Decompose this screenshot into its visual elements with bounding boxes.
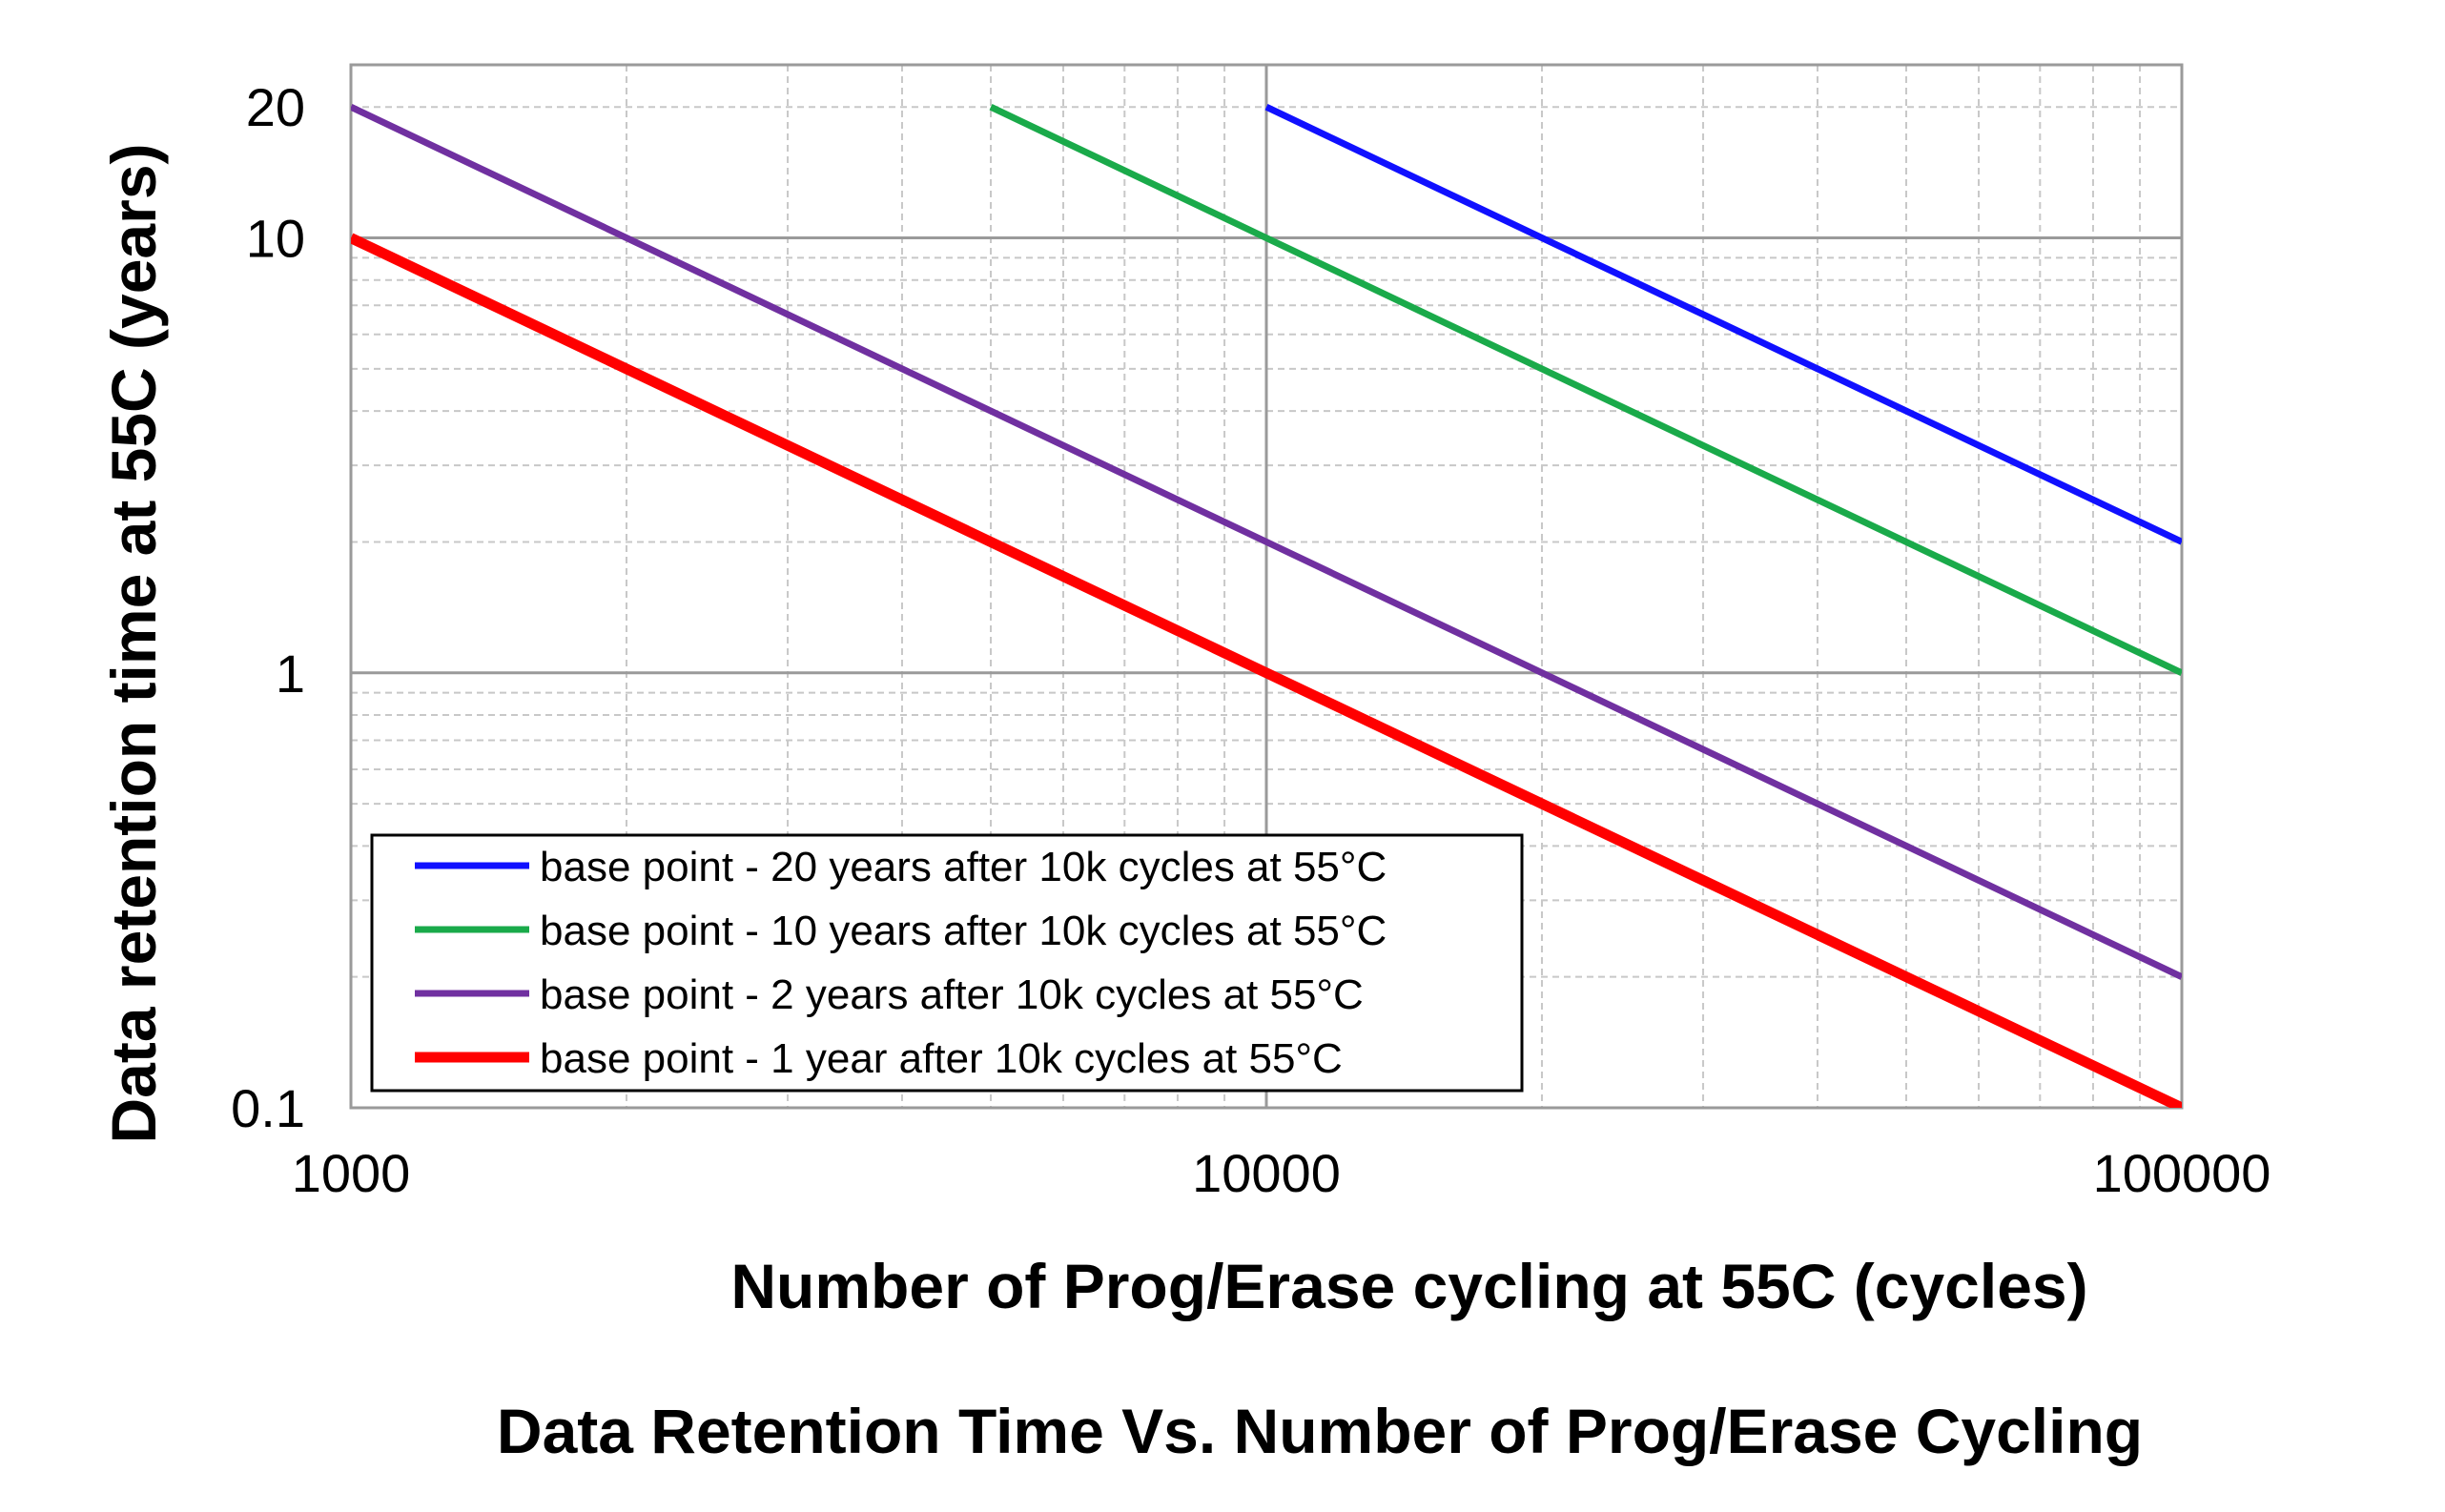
y-tick-label: 0.1 [231,1078,305,1138]
x-axis-tick-labels: 1000 10000 100000 [292,1143,2271,1203]
series-line-2 [989,104,2182,676]
series-line-1 [1264,104,2182,545]
plot-area-frame [349,63,2184,1110]
legend: base point - 20 years after 10k cycles a… [370,833,1524,1093]
legend-entry-4: base point - 1 year after 10k cycles at … [540,1035,1343,1082]
y-tick-label: 1 [276,644,305,704]
x-tick-label: 100000 [2093,1143,2271,1203]
legend-entry-1: base point - 20 years after 10k cycles a… [540,844,1387,890]
y-tick-label: 10 [246,209,305,269]
series-line-3 [351,104,2182,980]
legend-box [370,833,1524,1093]
x-tick-label: 10000 [1192,1143,1341,1203]
series-lines [351,104,2182,1108]
y-axis-tick-labels: 0.1 1 10 20 [231,77,305,1138]
y-axis-title: Data retention time at 55C (years) [98,143,169,1143]
legend-entry-2: base point - 10 years after 10k cycles a… [540,908,1387,954]
chart-title: Data Retention Time Vs. Number of Prog/E… [497,1396,2143,1466]
x-tick-label: 1000 [292,1143,411,1203]
series-line-4 [351,233,2182,1108]
y-tick-label: 20 [246,77,305,137]
legend-entry-3: base point - 2 years after 10k cycles at… [540,971,1364,1018]
x-axis-title: Number of Prog/Erase cycling at 55C (cyc… [730,1251,2087,1321]
